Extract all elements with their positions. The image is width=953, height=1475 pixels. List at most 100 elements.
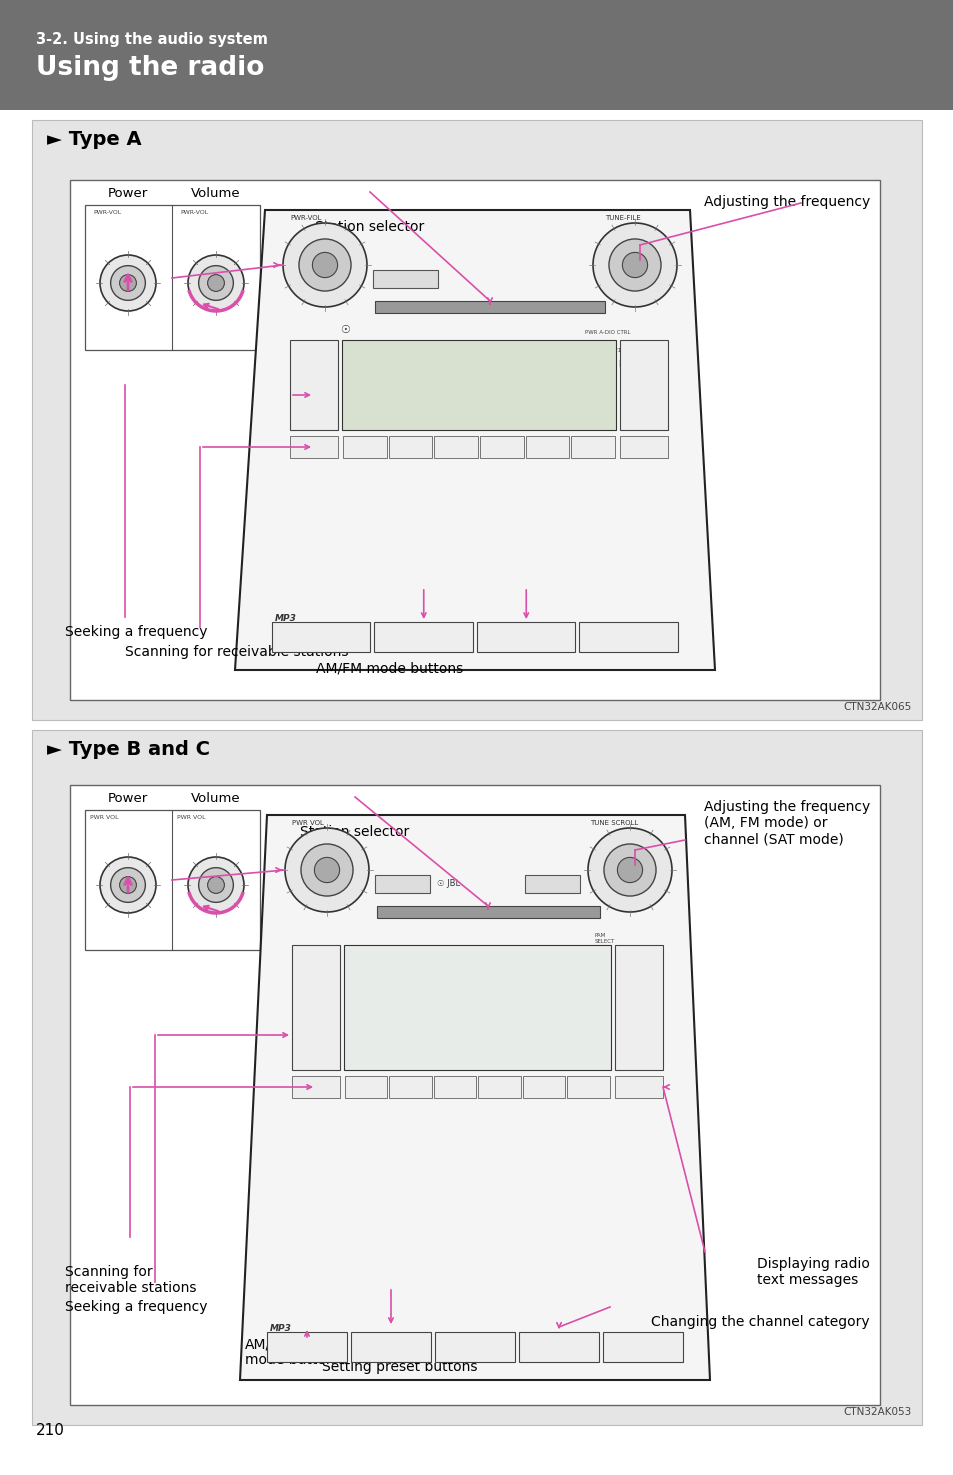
Text: DISC·AUX: DISC·AUX — [605, 631, 652, 642]
Text: ☉: ☉ — [339, 324, 350, 335]
Text: FAV: 2: FAV: 2 — [553, 1000, 578, 1006]
Text: ██ ██ ██ ██ ██ ██ ██ ██: ██ ██ ██ ██ ██ ██ ██ ██ — [571, 360, 648, 367]
Text: ∨: ∨ — [310, 398, 317, 409]
Bar — [0, 0, 953, 111]
Text: Displaying radio
text messages: Displaying radio text messages — [757, 1257, 869, 1288]
Text: ST  FILE WIT TH  FILE   SCAN: ST FILE WIT TH FILE SCAN — [565, 348, 646, 353]
Text: ◦: ◦ — [408, 1083, 414, 1092]
Text: PWR VOL: PWR VOL — [177, 816, 206, 820]
Circle shape — [314, 857, 339, 882]
Bar — [578, 622, 678, 652]
Text: SEEK
TRACK: SEEK TRACK — [304, 1002, 327, 1015]
Bar — [292, 1075, 339, 1097]
Text: ►‖: ►‖ — [637, 1342, 648, 1353]
Bar — [615, 945, 662, 1069]
Text: 1: 1 — [362, 442, 367, 451]
Text: RADIO: RADIO — [375, 1342, 406, 1353]
Text: Volume: Volume — [191, 187, 240, 201]
Text: 2: 2 — [408, 442, 413, 451]
Text: ◦: ◦ — [363, 1083, 369, 1092]
Text: MP3: MP3 — [270, 1325, 292, 1333]
Text: MP3: MP3 — [274, 614, 296, 622]
Bar — [525, 437, 569, 459]
Circle shape — [285, 827, 369, 912]
Text: Seeking a frequency: Seeking a frequency — [65, 1299, 208, 1314]
Bar — [619, 437, 667, 459]
Circle shape — [617, 857, 642, 882]
Circle shape — [593, 223, 677, 307]
Circle shape — [100, 857, 156, 913]
Text: AUX USB: AUX USB — [551, 985, 583, 994]
Circle shape — [208, 876, 224, 894]
Text: ⏪⏪  ⏩⏩: ⏪⏪ ⏩⏩ — [350, 409, 379, 417]
Bar — [373, 270, 437, 288]
Text: SCAN: SCAN — [303, 442, 324, 451]
Text: ∧: ∧ — [639, 370, 647, 381]
Bar — [290, 437, 337, 459]
Bar — [375, 301, 604, 313]
Bar — [571, 437, 615, 459]
Text: 3-2. Using the audio system: 3-2. Using the audio system — [36, 32, 268, 47]
Text: Y‖(BT)♪: Y‖(BT)♪ — [553, 971, 584, 979]
Bar — [32, 730, 921, 1425]
Bar — [272, 622, 370, 652]
Text: 5888: 5888 — [352, 361, 381, 375]
Circle shape — [621, 252, 647, 277]
Text: ◦: ◦ — [540, 1083, 547, 1092]
Circle shape — [100, 255, 156, 311]
Text: ◦: ◦ — [452, 1083, 457, 1092]
Text: SCAN: SCAN — [305, 1083, 326, 1092]
Text: Station selector: Station selector — [300, 825, 409, 839]
Bar — [478, 1075, 520, 1097]
Circle shape — [198, 867, 233, 903]
Circle shape — [208, 274, 224, 292]
Circle shape — [198, 266, 233, 301]
Bar — [85, 205, 260, 350]
Text: TUNE-FILE: TUNE-FILE — [604, 215, 640, 221]
Text: ► Type B and C: ► Type B and C — [47, 740, 210, 760]
Circle shape — [283, 223, 367, 307]
Bar — [341, 341, 616, 431]
Bar — [290, 341, 337, 431]
Text: PWR-VOL: PWR-VOL — [92, 209, 121, 215]
Text: CTN32AK053: CTN32AK053 — [842, 1407, 911, 1417]
Bar — [434, 1075, 476, 1097]
Bar — [615, 1075, 662, 1097]
Bar — [524, 875, 579, 892]
Bar — [376, 906, 599, 917]
Circle shape — [298, 239, 351, 291]
Circle shape — [188, 255, 244, 311]
Bar — [70, 785, 879, 1406]
Bar — [70, 180, 879, 701]
Text: 5: 5 — [544, 442, 550, 451]
Bar — [479, 437, 523, 459]
Bar — [567, 1075, 609, 1097]
Text: ∧: ∧ — [313, 991, 319, 1002]
Circle shape — [119, 274, 136, 292]
Circle shape — [111, 266, 145, 301]
Text: FM2: FM2 — [516, 631, 536, 642]
Text: LOAD: LOAD — [539, 879, 563, 888]
Circle shape — [119, 876, 136, 894]
Bar — [375, 875, 430, 892]
Circle shape — [188, 857, 244, 913]
Text: FM1: FM1 — [414, 631, 434, 642]
Circle shape — [300, 844, 353, 895]
Text: TUNE SCROLL: TUNE SCROLL — [589, 820, 638, 826]
Text: Power: Power — [108, 187, 148, 201]
Bar — [389, 1075, 432, 1097]
Text: PWR VOL: PWR VOL — [90, 816, 118, 820]
Bar — [292, 945, 339, 1069]
Text: ▲: ▲ — [401, 274, 408, 285]
Text: ∨: ∨ — [635, 1021, 642, 1031]
Bar — [351, 1332, 431, 1361]
Text: Adjusting the frequency: Adjusting the frequency — [703, 195, 869, 209]
Text: TEXT: TEXT — [629, 1083, 648, 1092]
Text: Scanning for
receivable stations: Scanning for receivable stations — [65, 1266, 196, 1295]
Text: PWR VOL: PWR VOL — [292, 820, 323, 826]
Text: Station selector: Station selector — [315, 220, 424, 235]
Text: PWR A-DIO CTRL: PWR A-DIO CTRL — [584, 330, 630, 335]
Bar — [267, 1332, 347, 1361]
Bar — [32, 119, 921, 720]
Text: Setting preset buttons: Setting preset buttons — [322, 1360, 477, 1375]
